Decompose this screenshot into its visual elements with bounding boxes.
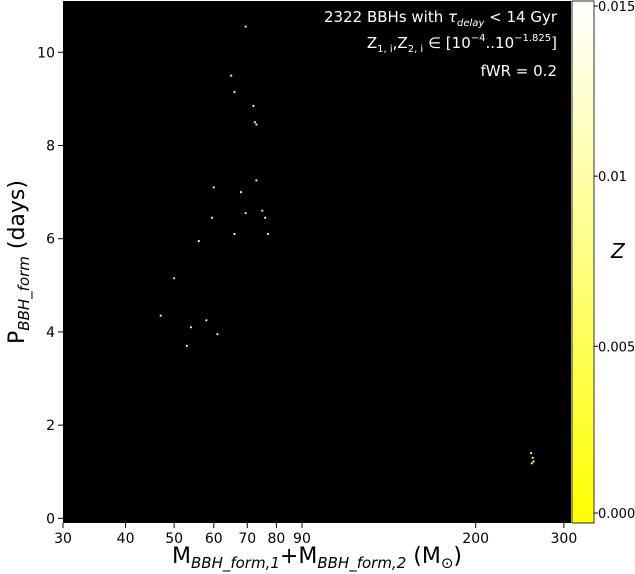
data-point <box>159 314 162 317</box>
x-axis-title: MBBH_form,1+MBBH_form,2 (M⊙) <box>172 544 462 573</box>
y-axis-ticks: 0 2 4 6 8 10 <box>37 45 63 527</box>
data-point <box>253 121 256 124</box>
data-point <box>255 179 258 182</box>
colorbar <box>571 0 595 524</box>
x-tick-label: 300 <box>551 531 578 547</box>
data-point <box>216 333 219 336</box>
y-tick-label: 8 <box>46 138 55 154</box>
y-tick-label: 2 <box>46 418 55 434</box>
data-point <box>244 25 247 28</box>
x-tick-label: 80 <box>267 531 285 547</box>
data-point <box>239 191 243 194</box>
data-point <box>205 319 208 322</box>
data-point <box>255 123 258 126</box>
data-point <box>244 212 247 215</box>
x-tick-label: 60 <box>205 531 223 547</box>
x-tick-label: 30 <box>54 531 72 547</box>
data-point <box>197 239 200 243</box>
y-tick-label: 6 <box>46 232 55 248</box>
data-point <box>530 452 533 455</box>
data-point <box>530 462 534 465</box>
y-tick-label: 0 <box>46 511 55 527</box>
data-point <box>532 460 535 463</box>
data-point <box>264 216 267 219</box>
colorbar-tick-label: 0.0001 <box>598 507 635 522</box>
data-point <box>189 326 192 329</box>
colorbar-tick-label: 0.005 <box>598 340 635 355</box>
y-tick-label: 10 <box>37 45 55 61</box>
scatter-points <box>159 25 535 465</box>
data-point <box>252 104 255 107</box>
colorbar-tick-label: 0.015 <box>598 0 635 15</box>
data-point <box>185 344 188 347</box>
data-point <box>210 216 214 219</box>
plot-background <box>63 1 571 523</box>
data-point <box>266 232 270 236</box>
y-axis-title: PBBH_form (days) <box>5 180 34 344</box>
annotation-line-2: Z1, i,Z2, i ∈ [10−4..10−1.825] <box>367 33 557 55</box>
data-point <box>531 456 534 459</box>
data-point <box>173 277 176 280</box>
x-tick-label: 70 <box>238 531 256 547</box>
x-tick-label: 200 <box>462 531 489 547</box>
x-tick-label: 40 <box>117 531 135 547</box>
x-tick-label: 50 <box>165 531 183 547</box>
annotation-line-1: 2322 BBHs with τdelay < 14 Gyr <box>324 8 558 29</box>
data-point <box>230 74 233 77</box>
data-point <box>212 186 215 189</box>
x-axis-ticks: 30 40 50 60 70 80 90 200 300 <box>54 523 577 547</box>
data-point <box>233 90 236 93</box>
data-point <box>261 209 264 212</box>
x-tick-label: 90 <box>293 531 311 547</box>
annotation-line-3: fWR = 0.2 <box>481 62 558 80</box>
colorbar-ticks: 0.0001 0.005 0.01 0.015 <box>594 0 635 522</box>
data-point <box>233 232 236 236</box>
colorbar-tick-label: 0.01 <box>598 170 627 185</box>
y-tick-label: 4 <box>46 325 55 341</box>
colorbar-title: Z <box>610 239 626 263</box>
